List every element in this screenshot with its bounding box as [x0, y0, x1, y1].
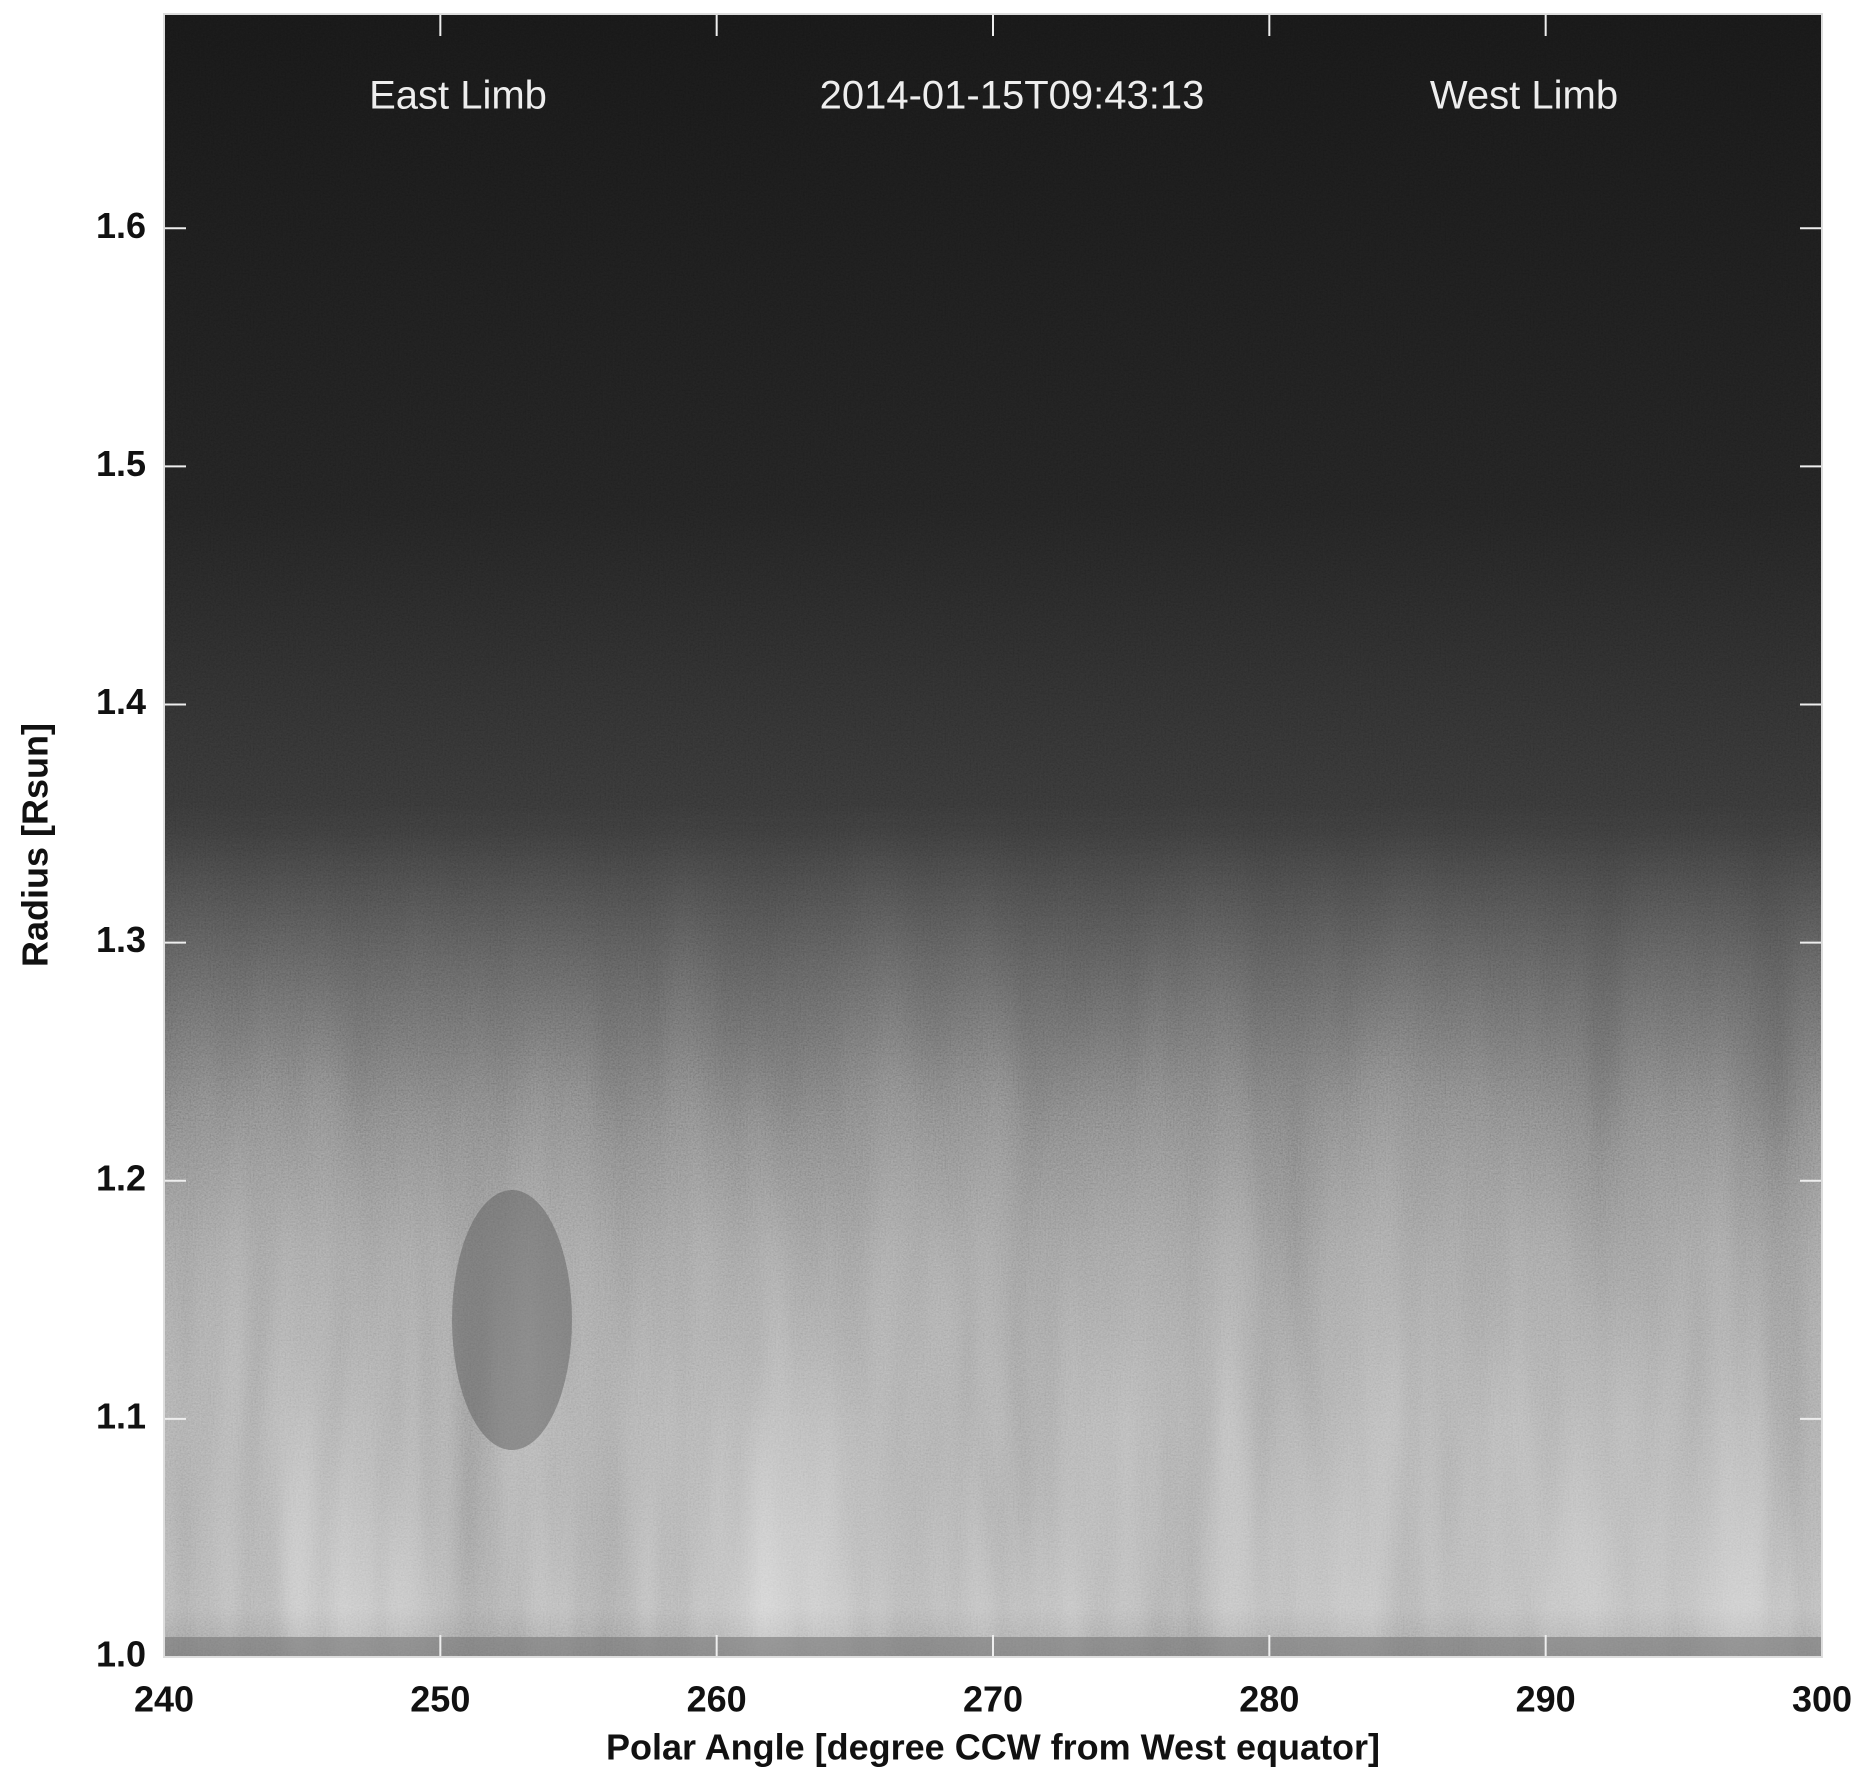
annotation: 2014-01-15T09:43:13	[820, 74, 1205, 118]
x-axis-label: Polar Angle [degree CCW from West equato…	[606, 1727, 1380, 1768]
x-tick-label: 280	[1239, 1679, 1299, 1720]
dark-feature	[452, 1190, 572, 1450]
annotation: West Limb	[1430, 74, 1618, 118]
image-noise	[164, 14, 1822, 1657]
x-tick-label: 290	[1516, 1679, 1576, 1720]
y-tick-label: 1.5	[96, 443, 146, 484]
annotation: East Limb	[369, 74, 547, 118]
y-tick-label: 1.4	[96, 681, 146, 722]
plot-frame	[163, 13, 1823, 1658]
y-tick-label: 1.6	[96, 205, 146, 246]
x-tick-label: 270	[963, 1679, 1023, 1720]
y-tick-label: 1.0	[96, 1634, 146, 1675]
y-tick-label: 1.3	[96, 919, 146, 960]
y-tick-label: 1.2	[96, 1157, 146, 1198]
x-tick-label: 240	[134, 1679, 194, 1720]
y-tick-label: 1.1	[96, 1395, 146, 1436]
plot-area	[164, 14, 1822, 1657]
x-tick-label: 260	[687, 1679, 747, 1720]
x-tick-label: 250	[410, 1679, 470, 1720]
x-tick-label: 300	[1792, 1679, 1852, 1720]
y-axis-label: Radius [Rsun]	[15, 723, 56, 967]
